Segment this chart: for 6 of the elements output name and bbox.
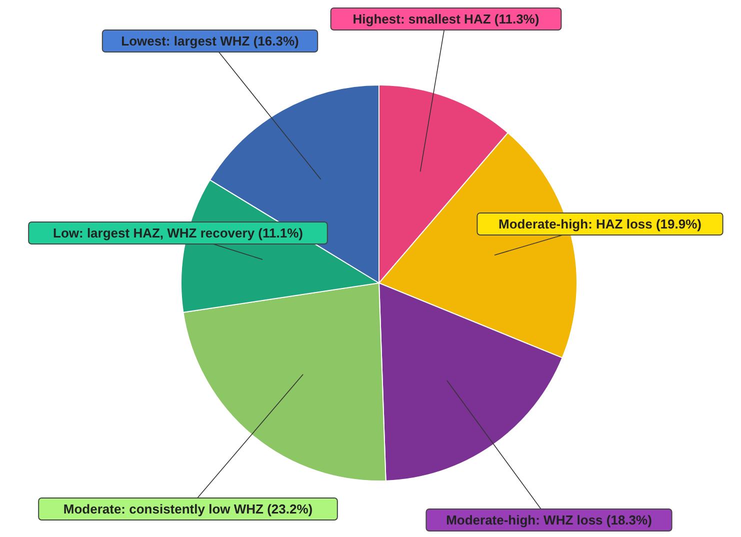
slice-label: Moderate: consistently low WHZ (23.2%): [63, 502, 313, 516]
slice-label: Highest: smallest HAZ (11.3%): [352, 12, 540, 26]
slice-label: Moderate-high: WHZ loss (18.3%): [446, 512, 652, 528]
slice-label: Moderate-high: HAZ loss (19.9%): [498, 216, 702, 232]
slice-label: Low: largest HAZ, WHZ recovery (11.1%): [53, 226, 303, 240]
slice-label: Lowest: largest WHZ (16.3%): [121, 34, 299, 48]
